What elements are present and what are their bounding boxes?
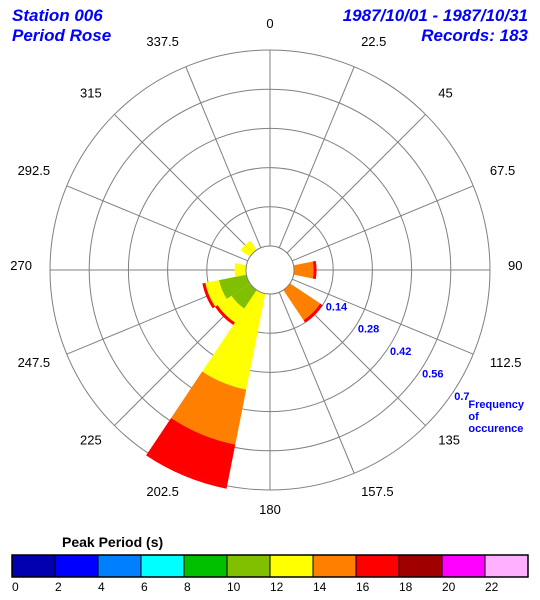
rose-sectors: [146, 241, 323, 489]
colorbar-title: Peak Period (s): [62, 534, 163, 550]
colorbar-swatch: [356, 555, 399, 577]
colorbar-swatch: [55, 555, 98, 577]
ring-axis-label: occurence: [468, 423, 523, 435]
colorbar-tick: 0: [12, 580, 19, 594]
colorbar-tick: 14: [313, 580, 327, 594]
colorbar-tick: 4: [98, 580, 105, 594]
records-count: Records: 183: [421, 26, 528, 46]
colorbar-swatch: [227, 555, 270, 577]
spoke-label: 180: [259, 502, 281, 517]
spoke-label: 202.5: [146, 484, 179, 499]
colorbar-tick: 20: [442, 580, 456, 594]
spoke-label: 112.5: [490, 355, 522, 370]
colorbar-swatch: [141, 555, 184, 577]
spoke-label: 0: [266, 16, 273, 31]
station-title-1: Station 006: [12, 6, 103, 26]
ring-axis-label: of: [468, 411, 479, 423]
spoke-label: 292.5: [18, 163, 51, 178]
spoke-label: 247.5: [18, 355, 51, 370]
spoke-label: 270: [10, 258, 32, 273]
spoke-label: 315: [80, 86, 102, 101]
ring-label: 0.28: [358, 324, 379, 336]
spoke-label: 45: [438, 86, 452, 101]
spoke-label: 67.5: [490, 163, 515, 178]
spoke-label: 337.5: [146, 34, 179, 49]
spoke-label: 90: [508, 258, 522, 273]
colorbar-swatch: [442, 555, 485, 577]
colorbar-tick: 6: [141, 580, 148, 594]
colorbar-swatch: [313, 555, 356, 577]
colorbar-tick: 10: [227, 580, 241, 594]
colorbar-swatch: [270, 555, 313, 577]
date-range: 1987/10/01 - 1987/10/31: [343, 6, 528, 26]
colorbar-swatch: [485, 555, 528, 577]
colorbar-tick: 2: [55, 580, 62, 594]
ring-label: 0.7: [454, 391, 469, 403]
colorbar-swatch: [399, 555, 442, 577]
spoke-label: 225: [80, 432, 102, 447]
spoke-label: 157.5: [361, 484, 394, 499]
colorbar-swatch: [98, 555, 141, 577]
colorbar-tick: 22: [485, 580, 499, 594]
colorbar-tick: 18: [399, 580, 413, 594]
colorbar-swatch: [12, 555, 55, 577]
period-rose-chart: 022.54567.590112.5135157.5180202.5225247…: [0, 0, 540, 600]
ring-label: 0.56: [422, 369, 443, 381]
colorbar-tick: 8: [184, 580, 191, 594]
colorbar-tick: 16: [356, 580, 370, 594]
ring-axis-label: Frequency: [468, 399, 525, 411]
spoke-label: 22.5: [361, 34, 386, 49]
station-title-2: Period Rose: [12, 26, 111, 46]
colorbar-swatch: [184, 555, 227, 577]
ring-label: 0.14: [326, 301, 348, 313]
colorbar-tick: 12: [270, 580, 284, 594]
spoke-label: 135: [438, 432, 460, 447]
ring-label: 0.42: [390, 346, 411, 358]
